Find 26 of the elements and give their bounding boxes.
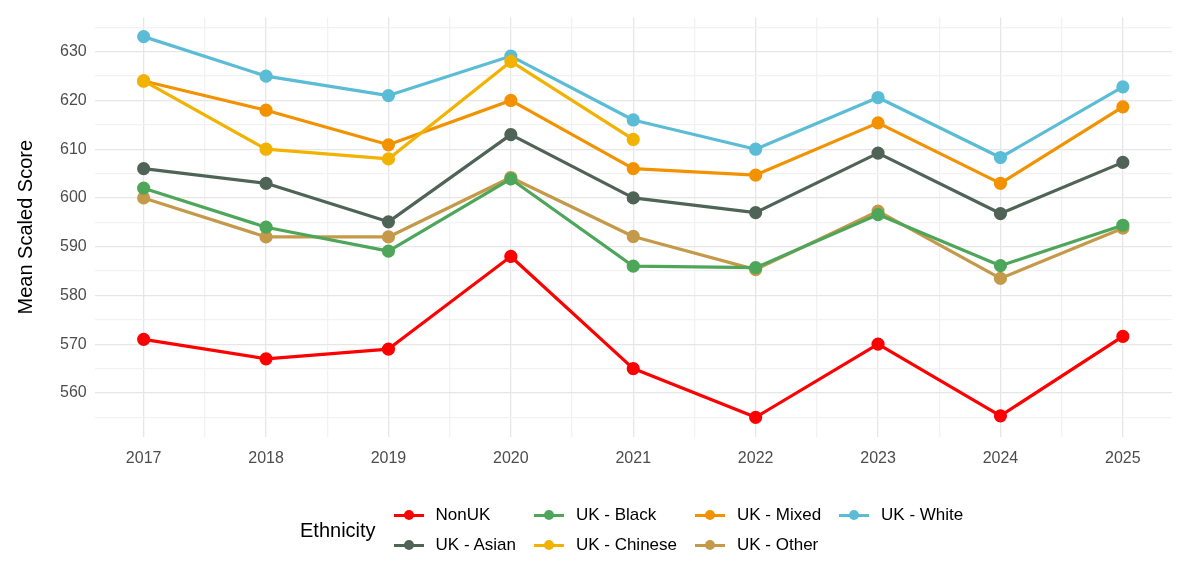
y-tick-label: 620 (59, 90, 87, 108)
legend-label: UK - White (881, 505, 964, 525)
y-tick-label: 590 (59, 237, 87, 255)
x-tick-label: 2024 (982, 448, 1019, 466)
y-tick-label: 580 (59, 285, 87, 303)
x-tick-label: 2021 (615, 448, 652, 466)
x-tick-label: 2020 (493, 448, 529, 466)
y-tick-label: 600 (59, 188, 87, 206)
legend-label: UK - Other (737, 535, 819, 555)
legend-label: UK - Black (575, 505, 657, 525)
x-tick-label: 2023 (860, 448, 896, 466)
legend-title: Ethnicity (300, 518, 376, 542)
y-tick-label: 570 (59, 334, 87, 352)
y-tick-label: 560 (59, 383, 87, 401)
y-tick-label: 630 (59, 42, 87, 60)
x-tick-label: 2025 (1105, 448, 1141, 466)
legend-label: UK - Asian (435, 535, 516, 555)
legend-label: NonUK (435, 505, 491, 525)
x-tick-label: 2022 (737, 448, 774, 466)
legend-label: UK - Chinese (575, 535, 678, 555)
x-tick-label: 2018 (248, 448, 284, 466)
y-tick-label: 610 (59, 139, 87, 157)
y-axis-title: Mean Scaled Score (13, 139, 36, 315)
x-tick-label: 2017 (125, 448, 162, 466)
x-tick-label: 2019 (370, 448, 407, 466)
legend-label: UK - Mixed (737, 505, 822, 525)
